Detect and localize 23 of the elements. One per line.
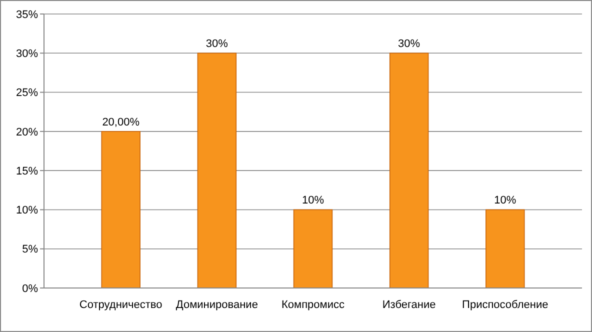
y-tick-label: 15% [16, 165, 38, 178]
bar [197, 52, 237, 288]
bar [389, 52, 429, 288]
x-tick-label: Сотрудничество [79, 299, 162, 311]
y-tick-label: 35% [16, 8, 38, 21]
bar [101, 131, 140, 288]
data-label: 10% [302, 194, 324, 207]
data-label: 20,00% [102, 116, 140, 128]
x-tick-label: Компромисс [282, 299, 345, 311]
bar [293, 209, 333, 288]
y-tick-label: 10% [16, 204, 38, 217]
x-tick-label: Доминирование [176, 299, 258, 311]
y-tick-label: 5% [22, 244, 38, 256]
data-label: 10% [494, 194, 516, 207]
x-tick-label: Избегание [382, 299, 436, 311]
data-label: 30% [398, 38, 420, 50]
y-tick-label: 30% [16, 48, 38, 60]
y-tick-label: 25% [16, 87, 38, 100]
x-tick-label: Приспособление [462, 299, 548, 311]
bar [486, 209, 525, 288]
data-label: 30% [206, 38, 228, 50]
y-tick-label: 20% [16, 126, 38, 138]
y-tick-label: 0% [22, 282, 38, 295]
